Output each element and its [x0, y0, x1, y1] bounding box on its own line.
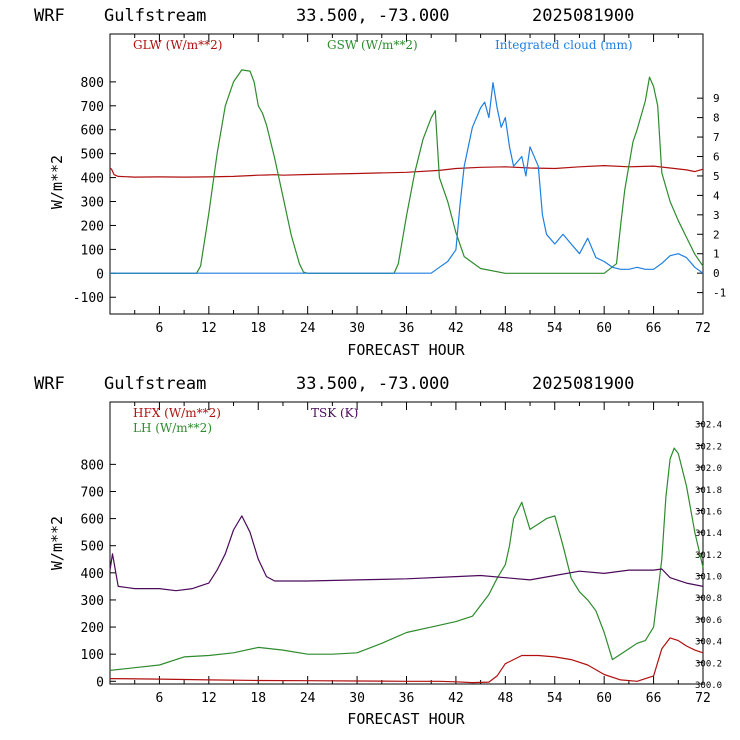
y-tick-label: 100 [81, 648, 104, 663]
x-tick-label: 42 [448, 691, 464, 706]
legend-hfx: HFX (W/m**2) [133, 406, 221, 420]
y2-tick-label: 301.8 [695, 486, 722, 496]
x-tick-label: 72 [695, 691, 711, 706]
date-label: 2025081900 [532, 6, 634, 26]
y-tick-label: 0 [96, 675, 104, 690]
x-tick-label: 54 [547, 321, 563, 336]
legend-gsw: GSW (W/m**2) [327, 38, 418, 52]
x-tick-label: 66 [646, 321, 662, 336]
x-tick-label: 12 [201, 321, 217, 336]
x-tick-label: 12 [201, 691, 217, 706]
y-tick-label: 300 [81, 594, 104, 609]
legend-cloud: Integrated cloud (mm) [495, 38, 633, 52]
y2-tick-label: 6 [713, 151, 720, 164]
site-label: Gulfstream [104, 6, 206, 26]
y-tick-label: 400 [81, 172, 104, 187]
x-tick-label: 30 [349, 321, 365, 336]
coords-label: 33.500, -73.000 [296, 6, 450, 26]
y-tick-label: 200 [81, 621, 104, 636]
series-line-hfx [109, 637, 704, 684]
series-group-bottom [109, 447, 704, 684]
x-tick-label: 60 [596, 321, 612, 336]
y-tick-label: 200 [81, 219, 104, 234]
y2-tick-label: 300.8 [695, 594, 722, 604]
x-axis-title-top: FORECAST HOUR [347, 341, 465, 359]
series-line-tsk [109, 515, 704, 592]
y-tick-label: 600 [81, 124, 104, 139]
y2-tick-label: 302.2 [695, 442, 722, 452]
x-tick-label: 6 [156, 321, 164, 336]
y2-tick-label: 5 [713, 170, 720, 183]
y2-tick-label: 9 [713, 92, 720, 105]
y2-tick-label: 300.0 [695, 681, 722, 691]
y2-tick-label: 0 [713, 267, 720, 280]
y2-tick-label: 302.0 [695, 464, 722, 474]
y2-tick-label: 301.0 [695, 573, 722, 583]
x-tick-label: 6 [156, 691, 164, 706]
y-tick-label: 700 [81, 100, 104, 115]
x-tick-label: 42 [448, 321, 464, 336]
legend-glw: GLW (W/m**2) [133, 38, 222, 52]
model-label: WRF [34, 374, 65, 394]
series-line-gsw [110, 69, 704, 274]
x-tick-label: 48 [498, 691, 514, 706]
legend-lh: LH (W/m**2) [133, 421, 212, 435]
y2-tick-label: 7 [713, 131, 720, 144]
x-tick-label: 24 [300, 321, 316, 336]
y2-tick-label: 300.2 [695, 659, 722, 669]
y-tick-label: 0 [96, 267, 104, 282]
x-tick-label: 30 [349, 691, 365, 706]
y-tick-label: 100 [81, 243, 104, 258]
x-tick-label: 48 [498, 321, 514, 336]
y-tick-label: 500 [81, 148, 104, 163]
y-tick-label: 700 [81, 485, 104, 500]
y2-tick-label: 8 [713, 112, 720, 125]
y2-tick-label: 300.4 [695, 638, 722, 648]
y2-tick-label: 3 [713, 209, 720, 222]
x-tick-label: 72 [695, 321, 711, 336]
series-line-glw [109, 165, 704, 178]
x-tick-label: 54 [547, 691, 563, 706]
site-label: Gulfstream [104, 374, 206, 394]
tick-group-top: 6 12 18 24 30 36 42 48 54 60 66 72-1000100200300400… [73, 34, 726, 336]
date-label: 2025081900 [532, 374, 634, 394]
y-axis-title-bottom: W/m**2 [48, 516, 66, 570]
x-axis-title-bottom: FORECAST HOUR [347, 710, 465, 728]
y2-tick-label: 2 [713, 228, 720, 241]
y-tick-label: 800 [81, 458, 104, 473]
legend-tsk: TSK (K) [311, 406, 358, 420]
series-line-lh [109, 447, 704, 671]
y2-tick-label: 301.6 [695, 507, 722, 517]
y-tick-label: 400 [81, 567, 104, 582]
x-tick-label: 18 [250, 691, 266, 706]
y-tick-label: 300 [81, 196, 104, 211]
y2-tick-label: 301.4 [695, 529, 722, 539]
series-line-integrated [110, 81, 704, 274]
model-label: WRF [34, 6, 65, 26]
y-axis-title-top: W/m**2 [48, 155, 66, 209]
y2-tick-label: 301.2 [695, 551, 722, 561]
x-tick-label: 66 [646, 691, 662, 706]
y2-tick-label: 4 [713, 189, 720, 202]
plot-frame-top [109, 33, 704, 315]
y2-tick-label: -1 [713, 287, 726, 300]
x-tick-label: 24 [300, 691, 316, 706]
y2-tick-label: 1 [713, 248, 720, 261]
y2-tick-label: 302.4 [695, 421, 722, 431]
series-group-top [109, 69, 704, 274]
x-tick-label: 36 [399, 691, 415, 706]
y-tick-label: 600 [81, 513, 104, 528]
y-tick-label: 500 [81, 540, 104, 555]
coords-label: 33.500, -73.000 [296, 374, 450, 394]
plot-frame-bottom [109, 401, 704, 685]
y-tick-label: -100 [73, 291, 104, 306]
x-tick-label: 36 [399, 321, 415, 336]
y2-tick-label: 300.6 [695, 616, 722, 626]
x-tick-label: 18 [250, 321, 266, 336]
x-tick-label: 60 [596, 691, 612, 706]
y-tick-label: 800 [81, 76, 104, 91]
tick-group-bottom: 6 12 18 24 30 36 42 48 54 60 66 72 0 100 200 300 400 500 6… [81, 402, 722, 706]
